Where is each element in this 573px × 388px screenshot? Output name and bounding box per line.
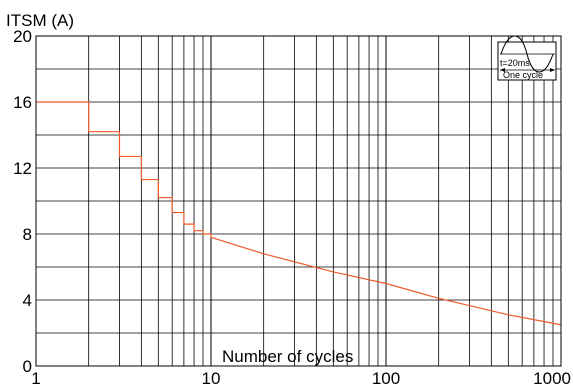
surge-current-curve <box>36 101 562 326</box>
inset-period-label: t=20ms <box>500 58 530 68</box>
y-tick-label: 12 <box>13 159 32 178</box>
y-tick-labels: 0 4 8 12 16 20 <box>13 27 32 376</box>
plot-frame <box>35 35 562 367</box>
x-axis-label: Number of cycles <box>222 347 353 366</box>
inset-box <box>497 41 557 81</box>
data-series <box>36 101 562 326</box>
grid-lines <box>36 36 561 366</box>
y-tick-label: 0 <box>23 357 32 376</box>
y-tick-label: 4 <box>23 291 32 310</box>
y-tick-label: 16 <box>13 93 32 112</box>
x-tick-label: 10 <box>202 369 221 388</box>
arrow-right-icon <box>550 68 555 72</box>
y-axis-label: ITSM (A) <box>6 11 74 30</box>
arrow-left-icon <box>500 68 505 72</box>
y-tick-label: 8 <box>23 225 32 244</box>
y-tick-label: 20 <box>13 27 32 46</box>
x-tick-labels: 1 10 100 1000 <box>31 369 571 388</box>
x-tick-label: 1 <box>31 369 40 388</box>
x-tick-label: 1000 <box>533 369 571 388</box>
inset-cycle-label: One cycle <box>503 70 543 80</box>
one-cycle-inset: t=20ms One cycle <box>497 35 557 81</box>
x-tick-label: 100 <box>372 369 400 388</box>
